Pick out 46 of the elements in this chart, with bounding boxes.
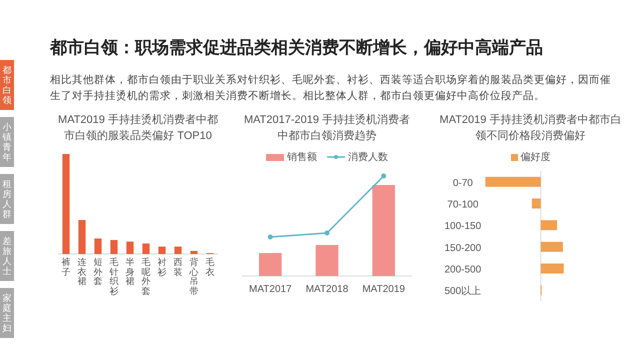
bar (126, 242, 134, 254)
x-tick-label: 短外套 (93, 257, 103, 286)
legend-label: 消费人数 (348, 150, 388, 164)
picture-nav-tab: 租房人群 (0, 174, 14, 224)
bar (174, 246, 182, 254)
legend-label: 销售额 (287, 150, 317, 164)
picture-nav-tab: 小镇青年 (0, 117, 14, 167)
text: 都市白领：职场需求促进品类相关消费不断增长，偏好中高端产品 (50, 37, 543, 59)
legend-label: 偏好度 (520, 150, 550, 164)
bar (158, 246, 166, 254)
x-tick-label: 西装 (173, 257, 183, 277)
bar (540, 220, 558, 230)
picture-nav-tab: 差旅人士 (0, 231, 14, 281)
x-tick-label: 裤子 (61, 257, 71, 277)
chart-title: MAT2019 手持挂烫机消费者中都市白领不同价格段消费偏好 (438, 112, 622, 144)
y-tick-label: 150-200 (444, 242, 482, 254)
y-tick-label: 100-150 (444, 221, 482, 232)
x-tick-label: 毛呢外套 (141, 257, 151, 296)
chart-title: MAT2019 手持挂烫机消费者中都市白领的服装品类偏好 TOP10 (58, 112, 218, 144)
y-tick-label: 500以上 (444, 285, 482, 298)
bar (110, 240, 118, 254)
bar (532, 198, 541, 208)
x-tick-label: 毛衣 (205, 257, 215, 277)
x-tick-label: 毛针织衫 (109, 257, 119, 296)
x-tick-label: 连衣裙 (77, 257, 87, 286)
y-tick-label: 70-100 (447, 200, 479, 210)
x-tick-label: MAT2018 (306, 284, 349, 295)
y-tick-label: 0-70 (452, 178, 474, 189)
x-tick-label: MAT2019 (362, 284, 406, 295)
bar (190, 250, 198, 254)
x-tick-label: 衬衫 (157, 257, 167, 277)
x-tick-label: 半身裙 (125, 257, 135, 286)
x-tick-label: MAT2017 (249, 284, 292, 295)
bar (142, 244, 150, 254)
bar (78, 220, 86, 254)
bar (94, 238, 102, 254)
bar (540, 242, 563, 252)
bar (540, 264, 564, 274)
text: 相比其他群体，都市白领由于职业关系对针织衫、毛呢外套、衬衫、西装等适合职场穿着的服装品类更偏好，因而催生了对手持挂烫机的需求，刺激相关消费不断增长。相比整体人群，都市白领更偏好中高价位段产品。 (50, 73, 612, 104)
picture-nav-tab: 家庭主妇 (0, 288, 14, 338)
x-tick-label: 背心吊带 (189, 257, 199, 296)
bar (62, 154, 70, 254)
chart-title: MAT2017-2019 手持挂烫机消费者中都市白领消费趋势 (242, 112, 412, 144)
y-tick-label: 200-500 (444, 264, 482, 276)
bar (485, 176, 541, 187)
picture-nav-tab: 都市白领 (0, 60, 14, 110)
